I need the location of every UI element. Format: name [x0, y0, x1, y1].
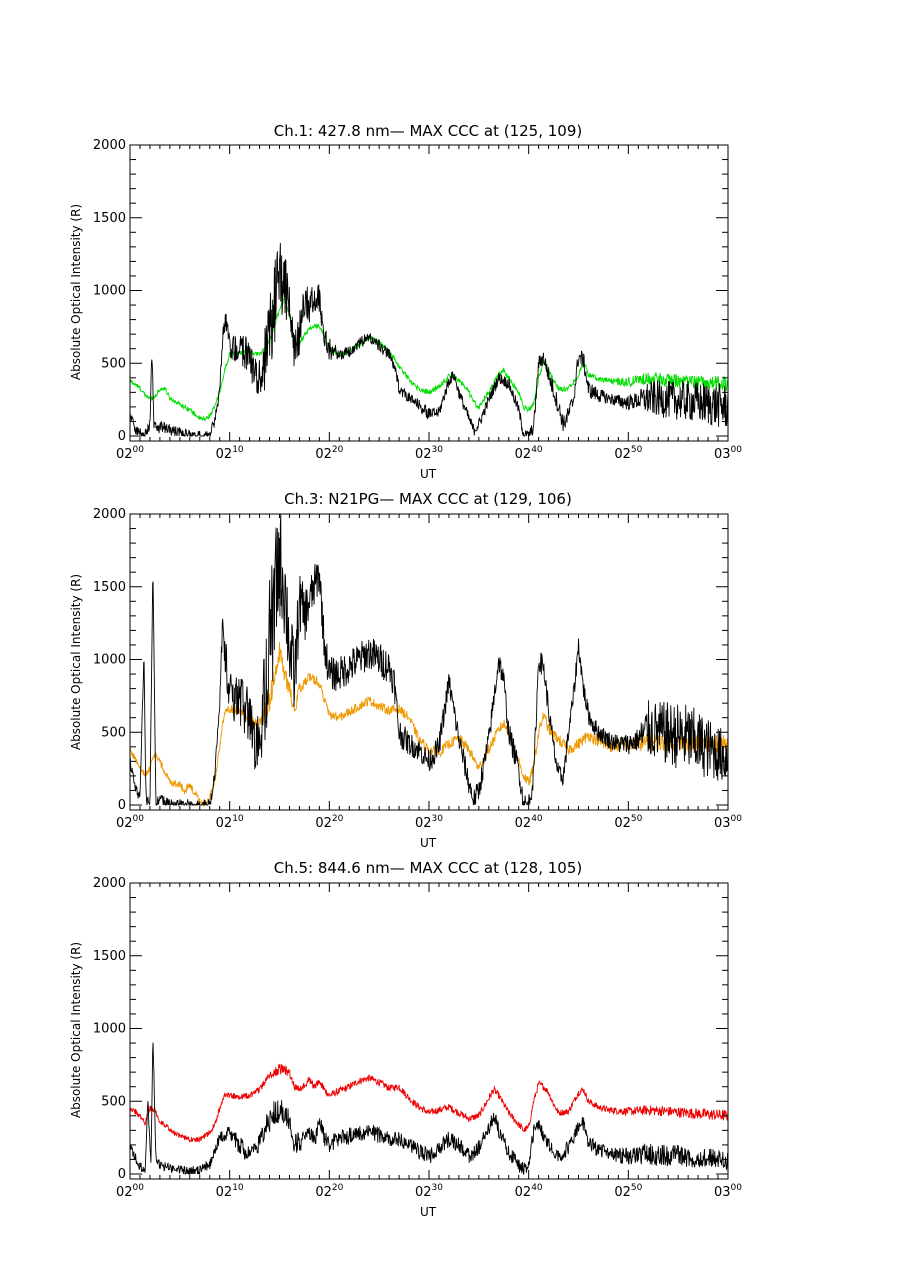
- x-tick-label: 0250: [614, 814, 642, 831]
- series-line-1: [129, 1042, 729, 1176]
- series-line-0: [129, 1063, 729, 1143]
- y-tick-label: 500: [101, 356, 126, 371]
- x-tick-label: 0210: [216, 445, 244, 462]
- panel-title: Ch.5: 844.6 nm— MAX CCC at (128, 105): [274, 859, 583, 877]
- y-tick-label: 1000: [93, 653, 126, 668]
- axes: 0 500 1000 1500 2000 0200 0210 0220 0230 0240 0250…: [93, 876, 742, 1200]
- x-tick-label: 0220: [315, 445, 343, 462]
- x-tick-label: 0300: [714, 1183, 742, 1200]
- x-axis-label: UT: [420, 467, 437, 481]
- x-tick-label: 0230: [415, 445, 443, 462]
- x-axis-label: UT: [420, 1205, 437, 1219]
- y-tick-label: 500: [101, 1094, 126, 1109]
- y-tick-label: 2000: [93, 507, 126, 522]
- x-tick-label: 0200: [116, 445, 144, 462]
- x-tick-label: 0210: [216, 1183, 244, 1200]
- plot-frame: [129, 882, 729, 1180]
- x-tick-label: 0220: [315, 1183, 343, 1200]
- y-tick-label: 0: [118, 1167, 126, 1182]
- x-tick-label: 0250: [614, 445, 642, 462]
- y-tick-label: 0: [118, 798, 126, 813]
- x-tick-label: 0240: [515, 445, 543, 462]
- x-tick-label: 0300: [714, 814, 742, 831]
- series-layer: [129, 513, 729, 807]
- x-tick-label: 0230: [415, 814, 443, 831]
- axes: 0 500 1000 1500 2000 0200 0210 0220 0230 0240 0250…: [93, 138, 742, 462]
- series-layer: [129, 1042, 729, 1176]
- x-tick-label: 0210: [216, 814, 244, 831]
- x-axis-label: UT: [420, 836, 437, 850]
- y-tick-label: 2000: [93, 876, 126, 891]
- series-layer: [129, 242, 729, 437]
- series-line-0: [129, 641, 729, 807]
- panel-ch1: Ch.1: 427.8 nm— MAX CCC at (125, 109) Ab…: [69, 122, 742, 481]
- x-tick-label: 0220: [315, 814, 343, 831]
- axes: 0 500 1000 1500 2000 0200 0210 0220 0230 0240 0250…: [93, 507, 742, 831]
- y-tick-label: 1500: [93, 949, 126, 964]
- series-line-0: [129, 296, 729, 422]
- y-tick-label: 1000: [93, 284, 126, 299]
- x-tick-label: 0300: [714, 445, 742, 462]
- y-tick-label: 1000: [93, 1022, 126, 1037]
- y-tick-label: 2000: [93, 138, 126, 153]
- x-tick-label: 0240: [515, 814, 543, 831]
- x-tick-label: 0230: [415, 1183, 443, 1200]
- panel-ch5: Ch.5: 844.6 nm— MAX CCC at (128, 105) Ab…: [69, 859, 742, 1219]
- panel-title: Ch.1: 427.8 nm— MAX CCC at (125, 109): [274, 122, 583, 140]
- y-tick-label: 500: [101, 725, 126, 740]
- y-tick-label: 0: [118, 429, 126, 444]
- panel-title: Ch.3: N21PG— MAX CCC at (129, 106): [284, 490, 572, 508]
- y-axis-label: Absolute Optical Intensity (R): [69, 574, 83, 750]
- x-tick-label: 0200: [116, 814, 144, 831]
- panel-ch3: Ch.3: N21PG— MAX CCC at (129, 106) Absol…: [69, 490, 742, 850]
- y-tick-label: 1500: [93, 211, 126, 226]
- y-axis-label: Absolute Optical Intensity (R): [69, 204, 83, 380]
- series-line-1: [129, 242, 729, 437]
- y-axis-label: Absolute Optical Intensity (R): [69, 942, 83, 1118]
- x-tick-label: 0200: [116, 1183, 144, 1200]
- x-tick-label: 0240: [515, 1183, 543, 1200]
- x-tick-label: 0250: [614, 1183, 642, 1200]
- series-line-1: [129, 513, 729, 807]
- y-tick-label: 1500: [93, 580, 126, 595]
